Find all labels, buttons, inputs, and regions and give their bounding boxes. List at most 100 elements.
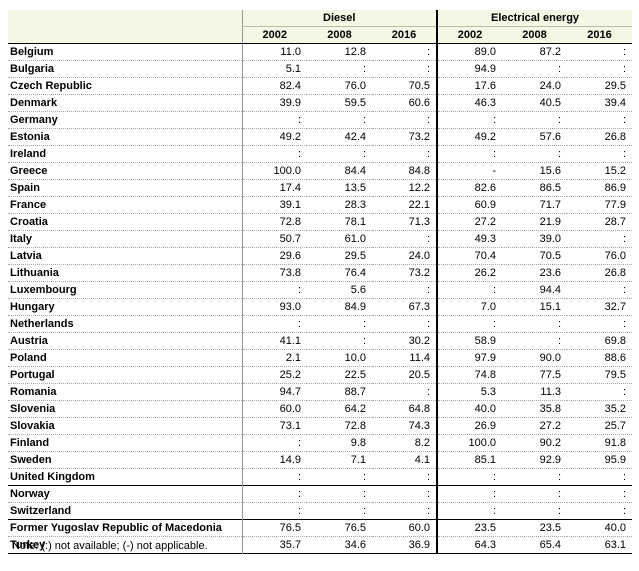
table-cell: 28.7 [604,215,627,228]
table-cell: 15.6 [539,164,562,177]
table-note: Note: (:) not available; (-) not applica… [12,540,208,552]
table-cell: : [557,317,562,330]
table-cell: 26.8 [604,266,627,279]
table-cell: 73.1 [241,417,307,435]
table-cell: 60.9 [436,196,503,214]
country-label: Bulgaria [10,62,55,75]
table-cell: 70.5 [539,249,562,262]
table-cell: : [241,434,307,452]
table-cell: 27.2 [436,213,503,231]
table-cell: : [362,334,366,347]
country-label: Norway [10,487,50,500]
country-label: Hungary [10,300,55,313]
table-cell: 61.0 [344,232,366,245]
table-cell: 40.0 [436,400,503,418]
table-cell: 23.5 [539,521,562,534]
table-cell: 92.9 [539,453,562,466]
table-cell: 12.8 [344,45,366,58]
table-cell: 24.0 [408,249,431,262]
table-cell: 69.8 [604,334,627,347]
table-row: Ireland:::::: [8,145,633,163]
table-cell: : [436,281,503,299]
year-header: 2008 [502,26,568,44]
table-cell: 100.0 [436,434,503,452]
table-cell: 67.3 [408,300,431,313]
country-label: Spain [10,181,40,194]
country-label: Sweden [10,453,52,466]
country-label: Switzerland [10,504,72,517]
table-cell: : [426,232,431,245]
year-header: 2002 [436,26,503,44]
table-cell: 17.6 [436,77,503,95]
table-cell: : [241,111,307,129]
table-cell: 94.7 [241,383,307,401]
country-label: Ireland [10,147,47,160]
table-cell: : [557,113,562,126]
table-cell: 76.5 [241,519,307,537]
table-cell: 4.1 [414,453,431,466]
table-cell: 49.3 [436,230,503,248]
table-row: Former Yugoslav Republic of Macedonia 76.… [8,519,633,537]
table-cell: : [622,317,627,330]
table-cell: 87.2 [539,45,562,58]
table-cell: 82.4 [241,77,307,95]
table-cell: 11.0 [241,43,307,61]
table-row: Denmark 39.9 59.5 60.6 46.3 40.5 39.4 [8,94,633,112]
table-cell: : [426,385,431,398]
table-cell: 84.9 [344,300,366,313]
country-label: Romania [10,385,57,398]
table-cell: 78.1 [344,215,366,228]
year-header: 2008 [307,26,372,44]
year-header: 2016 [567,26,633,44]
table-cell: 26.8 [604,130,627,143]
table-cell: 26.9 [436,417,503,435]
table-cell: : [557,334,562,347]
table-cell: : [557,62,562,75]
table-cell: : [362,504,366,517]
table-row: United Kingdom:::::: [8,468,633,486]
table-cell: : [426,283,431,296]
country-label: Estonia [10,130,50,143]
table-cell: 41.1 [241,332,307,350]
table-cell: 59.5 [344,96,366,109]
table-cell: : [426,113,431,126]
table-cell: 39.9 [241,94,307,112]
table-cell: : [426,45,431,58]
table-cell: 77.5 [539,368,562,381]
table-cell: 23.5 [436,519,503,537]
table-cell: 21.9 [539,215,562,228]
country-label: Denmark [10,96,58,109]
country-label: Austria [10,334,48,347]
table-cell: 39.1 [241,196,307,214]
table-cell: 36.9 [408,538,431,551]
table-cell: 89.0 [436,43,503,61]
table-row: Slovakia 73.1 72.8 74.3 26.9 27.2 25.7 [8,417,633,435]
table-cell: 76.5 [344,521,366,534]
table-cell: 60.0 [241,400,307,418]
table-cell: 42.4 [344,130,366,143]
table-cell: 29.5 [344,249,366,262]
table-cell: : [426,147,431,160]
table-cell: 20.5 [408,368,431,381]
country-label: Greece [10,164,48,177]
table-cell: 50.7 [241,230,307,248]
data-table: Diesel Electrical energy 2002 2008 2016 … [8,10,633,554]
table-cell: 25.2 [241,366,307,384]
table-cell: : [241,281,307,299]
year-header: 2002 [241,26,307,44]
table-body: Belgium 11.0 12.8:89.0 87.2: Bulgaria 5.1::94… [8,43,633,554]
table-cell: : [622,147,627,160]
table-cell: : [362,487,366,500]
table-cell: 5.3 [436,383,503,401]
country-label: Belgium [10,45,54,58]
table-cell: : [622,45,627,58]
table-row: Norway:::::: [8,485,633,503]
table-cell: : [362,147,366,160]
table-cell: 76.0 [604,249,627,262]
table-cell: 65.4 [539,538,562,551]
table-cell: 23.6 [539,266,562,279]
table-cell: : [622,232,627,245]
table-row: Switzerland:::::: [8,502,633,520]
table-cell: : [241,315,307,333]
table-cell: 30.2 [408,334,431,347]
